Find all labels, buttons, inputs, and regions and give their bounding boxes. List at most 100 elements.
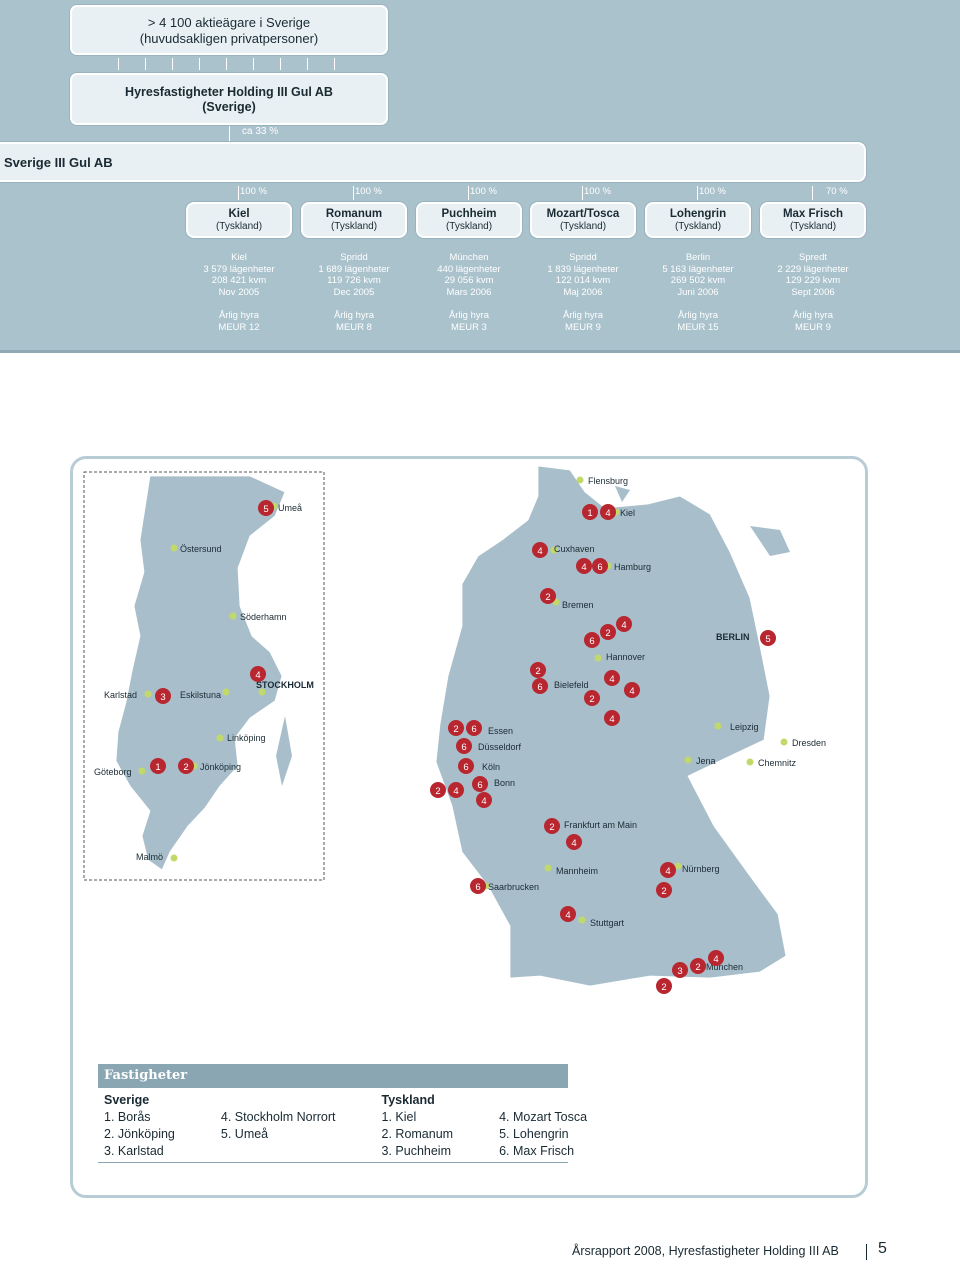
subsidiary-details-kiel: Kiel 3 579 lägenheter 208 421 kvm Nov 20… (179, 252, 299, 333)
detail-date: Mars 2006 (446, 286, 492, 298)
detail-apartments: 1 689 lägenheter (318, 263, 390, 275)
sweden-map-frame (83, 471, 325, 881)
detail-rent: MEUR 15 (677, 321, 719, 333)
svg-text:4: 4 (453, 786, 458, 797)
city-label: Cuxhaven (554, 544, 595, 554)
svg-text:2: 2 (589, 694, 594, 705)
city-Frankfurt: Frankfurt am Main (564, 820, 637, 830)
subsidiary-country: (Tyskland) (674, 221, 722, 232)
svg-text:2: 2 (549, 822, 554, 833)
subsidiary-name: Kiel (228, 208, 250, 220)
city-Flensburg: Flensburg (576, 476, 628, 486)
subsidiary-kiel: 100 % Kiel (Tyskland) (186, 186, 296, 256)
detail-date: Maj 2006 (563, 286, 603, 298)
subsidiary-name: Puchheim (441, 208, 497, 220)
svg-text:6: 6 (597, 562, 602, 573)
svg-text:4: 4 (665, 866, 670, 877)
svg-text:4: 4 (481, 796, 486, 807)
subsidiary-pct: 100 % (584, 186, 611, 197)
svg-text:4: 4 (571, 838, 576, 849)
legend-header-sweden: Sverige (104, 1093, 150, 1107)
legend-divider (98, 1162, 568, 1163)
city-Saarbrucken: Saarbrucken (482, 882, 539, 892)
subsidiary-country: (Tyskland) (559, 221, 607, 232)
svg-text:2: 2 (183, 762, 188, 773)
subsidiary-romanum: 100 % Romanum (Tyskland) (301, 186, 411, 256)
detail-rent: MEUR 12 (218, 321, 260, 333)
subsidiary-details-mozart-tosca: Spridd 1 839 lägenheter 122 014 kvm Maj … (523, 252, 643, 333)
detail-rent: MEUR 8 (336, 321, 372, 333)
ownership-percent: ca 33 % (242, 126, 279, 137)
detail-date: Sept 2006 (791, 286, 835, 298)
legend-cell: 4. Mozart Tosca (499, 1110, 588, 1124)
subsidiary-puchheim: 100 % Puchheim (Tyskland) (416, 186, 526, 256)
city-label: Chemnitz (758, 758, 797, 768)
svg-text:6: 6 (477, 780, 482, 791)
city-label: Köln (482, 762, 500, 772)
subsidiary-mozart-tosca: 100 % Mozart/Tosca (Tyskland) (530, 186, 640, 256)
legend-cell: 6. Max Frisch (499, 1144, 575, 1158)
legend-cell: 2. Romanum (381, 1127, 454, 1141)
legend-cell: 4. Stockholm Norrort (220, 1110, 336, 1124)
subsidiary-box: Max Frisch (Tyskland) (760, 202, 866, 238)
holding-box: Hyresfastigheter Holding III Gul AB (Sve… (70, 73, 388, 125)
city-Chemnitz: Chemnitz (746, 758, 797, 768)
city-label: Dresden (792, 738, 826, 748)
city-Dusseldorf: Düsseldorf (478, 742, 522, 752)
detail-date: Dec 2005 (333, 286, 375, 298)
legend-cell: 1. Kiel (381, 1110, 417, 1124)
svg-text:6: 6 (461, 742, 466, 753)
shareholder-ticks (118, 58, 338, 70)
germany-shape (435, 465, 787, 987)
city-label: Umeå (278, 503, 302, 513)
marker-4-stockholm (250, 666, 266, 682)
footer-separator (866, 1244, 867, 1260)
detail-rent: MEUR 9 (565, 321, 601, 333)
city-label: Saarbrucken (488, 882, 539, 892)
city-Malmo: Malmö (136, 852, 178, 862)
svg-text:2: 2 (661, 982, 666, 993)
detail-date: Juni 2006 (677, 286, 719, 298)
svg-text:2: 2 (545, 592, 550, 603)
legend-cell (181, 1143, 342, 1160)
city-Bonn: Bonn (494, 778, 515, 788)
svg-text:6: 6 (589, 636, 594, 647)
city-label: Östersund (180, 544, 222, 554)
subsidiary-details-puchheim: München 440 lägenheter 29 056 kvm Mars 2… (409, 252, 529, 333)
city-label: Jena (696, 756, 716, 766)
city-Essen: Essen (488, 726, 513, 736)
subsidiary-box: Puchheim (Tyskland) (416, 202, 522, 238)
properties-legend: Fastigheter Sverige Tyskland 1. Borås 4.… (98, 1064, 587, 1163)
subsidiary-name: Mozart/Tosca (546, 208, 620, 220)
shareholders-box: > 4 100 aktieägare i Sverige (huvudsakli… (70, 5, 388, 55)
svg-text:4: 4 (581, 562, 586, 573)
gotland-shape (276, 716, 292, 786)
marker-2-jonkoping (178, 758, 194, 774)
detail-apartments: 5 163 lägenheter (662, 263, 734, 275)
svg-text:4: 4 (609, 674, 614, 685)
detail-rent: MEUR 3 (451, 321, 487, 333)
legend-cell: 1. Borås (104, 1110, 151, 1124)
city-Eskilstuna: Eskilstuna (180, 688, 230, 700)
holding-name: Hyresfastigheter Holding III Gul AB (125, 85, 333, 99)
city-Linkoping: Linköping (216, 733, 266, 743)
svg-text:5: 5 (765, 634, 770, 645)
subsidiary-max-frisch: 70 % Max Frisch (Tyskland) (760, 186, 870, 256)
city-Leipzig: Leipzig (714, 722, 759, 732)
city-label: Frankfurt am Main (564, 820, 637, 830)
subsidiary-box: Mozart/Tosca (Tyskland) (530, 202, 636, 238)
subsidiary-pct: 100 % (699, 186, 726, 197)
svg-text:2: 2 (453, 724, 458, 735)
city-label: Flensburg (588, 476, 628, 486)
subsidiary-country: (Tyskland) (789, 221, 837, 232)
svg-text:3: 3 (677, 966, 682, 977)
detail-area: 29 056 kvm (444, 275, 494, 286)
subsidiary-details-max-frisch: Spredt 2 229 lägenheter 129 229 kvm Sept… (753, 252, 873, 333)
svg-text:6: 6 (471, 724, 476, 735)
svg-text:4: 4 (537, 546, 542, 557)
svg-text:2: 2 (661, 886, 666, 897)
detail-apartments: 440 lägenheter (437, 263, 501, 275)
city-Stuttgart: Stuttgart (578, 916, 625, 928)
legend-title: Fastigheter (98, 1064, 568, 1088)
